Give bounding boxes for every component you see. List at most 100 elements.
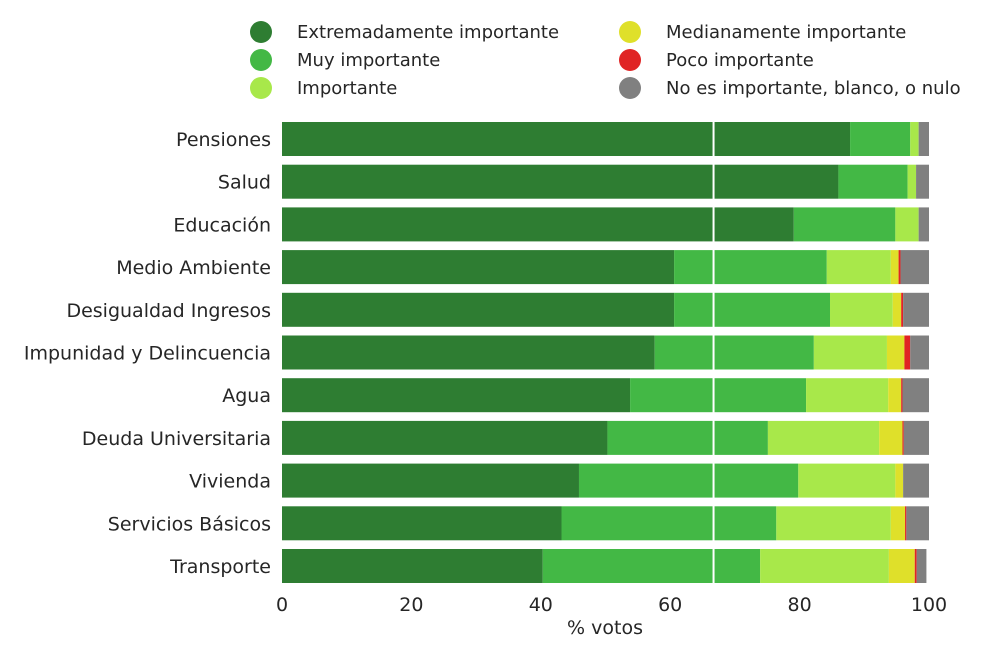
x-tick-label: 20 bbox=[399, 594, 423, 616]
x-tick-label: 80 bbox=[788, 594, 812, 616]
bar-segment-pensiones-muy-importante bbox=[850, 122, 911, 156]
bar-segment-impunidad-y-delincuencia-extremadamente-importante bbox=[282, 335, 655, 370]
category-label-medio-ambiente: Medio Ambiente bbox=[116, 257, 271, 279]
legend-swatch bbox=[619, 49, 641, 71]
bar-segment-agua-muy-importante bbox=[630, 378, 807, 413]
bar-segment-salud-extremadamente-importante bbox=[282, 164, 839, 199]
bar-segment-transporte-muy-importante bbox=[542, 549, 761, 583]
bar-segment-desigualdad-ingresos-importante bbox=[830, 292, 893, 327]
bar-segment-salud-muy-importante bbox=[838, 164, 908, 199]
chart-legend: Extremadamente importante Muy importante I… bbox=[250, 18, 1000, 108]
bar-segment-vivienda-extremadamente-importante bbox=[282, 463, 579, 498]
bar-segment-medio-ambiente-medianamente-importante bbox=[890, 250, 899, 285]
bar-segment-desigualdad-ingresos-medianamente-importante bbox=[892, 292, 902, 327]
x-tick-label: 40 bbox=[529, 594, 553, 616]
bar-segment-agua-medianamente-importante bbox=[888, 378, 902, 413]
bar-segment-transporte-extremadamente-importante bbox=[282, 549, 543, 583]
bars-group bbox=[282, 122, 929, 583]
category-label-agua: Agua bbox=[222, 385, 271, 407]
category-label-servicios-basicos: Servicios Básicos bbox=[108, 513, 271, 535]
x-tick-label: 0 bbox=[276, 594, 288, 616]
bar-segment-vivienda-importante bbox=[798, 463, 896, 498]
category-label-deuda-universitaria: Deuda Universitaria bbox=[82, 428, 271, 450]
bar-segment-salud-importante bbox=[907, 164, 917, 199]
bar-segment-impunidad-y-delincuencia-importante bbox=[813, 335, 887, 370]
bar-segment-desigualdad-ingresos-extremadamente-importante bbox=[282, 292, 675, 327]
legend-swatch bbox=[250, 49, 272, 71]
legend-label: Extremadamente importante bbox=[297, 21, 560, 43]
legend-label: Poco importante bbox=[666, 49, 814, 71]
category-label-educacion: Educación bbox=[173, 214, 271, 236]
bar-segment-servicios-basicos-poco-importante bbox=[905, 506, 907, 541]
bar-segment-impunidad-y-delincuencia-poco-importante bbox=[904, 335, 911, 370]
bar-segment-servicios-basicos-muy-importante bbox=[561, 506, 777, 541]
legend-item-extremadamente-importante: Extremadamente importante bbox=[250, 18, 559, 46]
legend-item-no-es-importante-blanco-o-nulo: No es importante, blanco, o nulo bbox=[619, 74, 961, 102]
bar-segment-agua-poco-importante bbox=[901, 378, 903, 413]
bar-segment-transporte-no-es-importante-blanco-o-nulo bbox=[916, 549, 927, 583]
bar-segment-vivienda-no-es-importante-blanco-o-nulo bbox=[903, 463, 929, 498]
legend-item-poco-importante: Poco importante bbox=[619, 46, 814, 74]
bar-segment-impunidad-y-delincuencia-medianamente-importante bbox=[886, 335, 905, 370]
bar-segment-servicios-basicos-importante bbox=[776, 506, 891, 541]
bar-segment-deuda-universitaria-medianamente-importante bbox=[879, 420, 903, 455]
bar-segment-medio-ambiente-importante bbox=[826, 250, 891, 285]
legend-label: No es importante, blanco, o nulo bbox=[666, 77, 961, 99]
bar-segment-vivienda-medianamente-importante bbox=[895, 463, 904, 498]
legend-label: Importante bbox=[297, 77, 398, 99]
bar-segment-educacion-muy-importante bbox=[793, 207, 896, 242]
bar-segment-medio-ambiente-no-es-importante-blanco-o-nulo bbox=[900, 250, 929, 285]
bar-segment-deuda-universitaria-extremadamente-importante bbox=[282, 420, 608, 455]
bar-segment-medio-ambiente-muy-importante bbox=[674, 250, 827, 285]
category-label-salud: Salud bbox=[218, 172, 271, 194]
bar-segment-transporte-importante bbox=[760, 549, 889, 583]
bar-segment-medio-ambiente-extremadamente-importante bbox=[282, 250, 675, 285]
bar-segment-servicios-basicos-extremadamente-importante bbox=[282, 506, 562, 541]
category-label-transporte: Transporte bbox=[169, 556, 271, 578]
bar-segment-deuda-universitaria-muy-importante bbox=[607, 420, 768, 455]
bar-segment-agua-no-es-importante-blanco-o-nulo bbox=[902, 378, 929, 413]
x-tick-label: 100 bbox=[911, 594, 947, 616]
bar-segment-educacion-no-es-importante-blanco-o-nulo bbox=[918, 207, 929, 242]
category-label-impunidad-y-delincuencia: Impunidad y Delincuencia bbox=[24, 343, 271, 365]
legend-label: Muy importante bbox=[297, 49, 441, 71]
bar-segment-desigualdad-ingresos-poco-importante bbox=[901, 292, 904, 327]
category-labels: Pensiones Salud Educación Medio Ambiente Des… bbox=[24, 129, 271, 578]
x-tick-label: 60 bbox=[658, 594, 682, 616]
legend-swatch bbox=[250, 77, 272, 99]
bar-segment-pensiones-importante bbox=[910, 122, 919, 156]
legend-swatch bbox=[619, 21, 641, 43]
bar-segment-agua-extremadamente-importante bbox=[282, 378, 631, 413]
bar-segment-impunidad-y-delincuencia-no-es-importante-blanco-o-nulo bbox=[910, 335, 929, 370]
bar-segment-servicios-basicos-no-es-importante-blanco-o-nulo bbox=[906, 506, 929, 541]
bar-segment-medio-ambiente-poco-importante bbox=[898, 250, 901, 285]
bar-segment-educacion-extremadamente-importante bbox=[282, 207, 794, 242]
bar-segment-salud-no-es-importante-blanco-o-nulo bbox=[916, 164, 929, 199]
legend-item-medianamente-importante: Medianamente importante bbox=[619, 18, 906, 46]
x-tick-labels: 0 20 40 60 80 100 bbox=[276, 594, 947, 616]
legend-swatch bbox=[250, 21, 272, 43]
legend-item-muy-importante: Muy importante bbox=[250, 46, 440, 74]
bar-segment-transporte-poco-importante bbox=[914, 549, 917, 583]
bar-segment-pensiones-extremadamente-importante bbox=[282, 122, 851, 156]
category-label-vivienda: Vivienda bbox=[189, 471, 271, 493]
x-axis-title: % votos bbox=[567, 617, 643, 639]
bar-segment-pensiones-no-es-importante-blanco-o-nulo bbox=[918, 122, 929, 156]
legend-item-importante: Importante bbox=[250, 74, 397, 102]
legend-label: Medianamente importante bbox=[666, 21, 907, 43]
bar-segment-deuda-universitaria-importante bbox=[767, 420, 880, 455]
bar-segment-desigualdad-ingresos-no-es-importante-blanco-o-nulo bbox=[903, 292, 929, 327]
bar-segment-servicios-basicos-medianamente-importante bbox=[890, 506, 906, 541]
bar-segment-deuda-universitaria-poco-importante bbox=[902, 420, 904, 455]
bar-segment-desigualdad-ingresos-muy-importante bbox=[674, 292, 831, 327]
bar-segment-deuda-universitaria-no-es-importante-blanco-o-nulo bbox=[903, 420, 929, 455]
bar-segment-agua-importante bbox=[806, 378, 889, 413]
bar-segment-vivienda-muy-importante bbox=[578, 463, 799, 498]
legend-swatch bbox=[619, 77, 641, 99]
bar-segment-educacion-importante bbox=[895, 207, 919, 242]
bar-segment-impunidad-y-delincuencia-muy-importante bbox=[654, 335, 814, 370]
category-label-pensiones: Pensiones bbox=[176, 129, 271, 151]
bar-segment-transporte-medianamente-importante bbox=[888, 549, 915, 583]
category-label-desigualdad-ingresos: Desigualdad Ingresos bbox=[66, 300, 271, 322]
